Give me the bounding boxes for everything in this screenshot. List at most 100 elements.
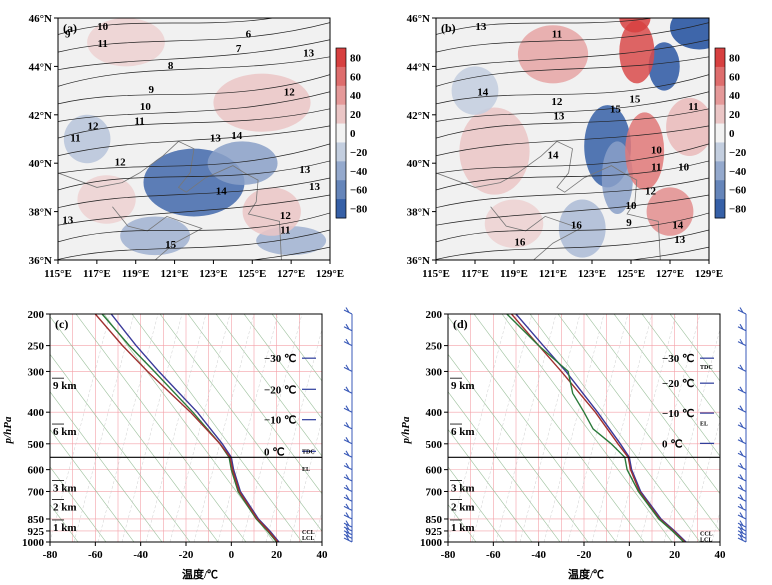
- wind-barb: [737, 450, 747, 458]
- colorbar-frame: [714, 47, 726, 219]
- dry-adiabat: [613, 314, 720, 457]
- height-contour: [58, 91, 330, 122]
- colorbar-tick-label: 20: [729, 109, 741, 121]
- contour-label: 11: [651, 161, 661, 173]
- coastline-shandong: [112, 206, 203, 260]
- x-ticks-b: 115°E 117°E 119°E 121°E 123°E 125°E 127°E 129°E: [422, 260, 723, 280]
- contour-labels-a: 9 10 11 8 9 10 11 12 11 12 13 14 14 67 13 12 13 13 12 11 13 1…: [62, 21, 320, 251]
- mixing-ratio-line: [663, 328, 720, 542]
- isotherm-level-label: −30 ℃: [662, 353, 694, 365]
- sounding-profile: [506, 314, 685, 542]
- x-tick-label: 40: [715, 549, 727, 561]
- y-tick-label: 925: [28, 526, 45, 538]
- colorbar-segment: [715, 48, 725, 68]
- dry-adiabat: [50, 391, 163, 542]
- level-tag: LCL: [700, 537, 712, 543]
- wind-barb: [343, 503, 353, 511]
- dry-adiabat: [386, 314, 392, 542]
- wind-barb: [737, 422, 747, 430]
- x-tick-label: 40: [317, 549, 329, 561]
- wind-barb: [737, 474, 747, 482]
- mixing-ratio-line: [338, 314, 386, 542]
- wind-barb: [737, 535, 747, 543]
- colorbar-tick-label: 60: [729, 71, 741, 83]
- height-contour: [436, 229, 709, 260]
- contour-label: 16: [514, 236, 526, 248]
- isotherm-level-label: 0 ℃: [264, 446, 285, 458]
- mixing-ratio-line: [121, 314, 183, 542]
- colorbar-tick-label: −80: [729, 204, 747, 216]
- dry-adiabat: [585, 314, 720, 495]
- contour-label: 12: [280, 210, 292, 222]
- height-contour: [249, 246, 330, 260]
- colorbar-frame: [335, 47, 347, 219]
- anomaly-center: [558, 199, 606, 258]
- wind-barb: [737, 512, 747, 520]
- height-label: 3 km: [451, 482, 475, 494]
- contour-label: 14: [672, 220, 684, 232]
- dry-adiabat: [131, 314, 303, 542]
- map-frame-b: [435, 17, 710, 261]
- height-contour: [436, 91, 709, 122]
- wind-barb: [737, 462, 747, 471]
- contour-label: 14: [548, 149, 560, 161]
- height-contour: [436, 18, 655, 35]
- mixing-ratio-line: [591, 314, 653, 542]
- height-contour: [58, 22, 330, 53]
- wind-barb: [737, 364, 747, 372]
- height-contour: [436, 125, 709, 157]
- panel-label-d: (d): [453, 317, 468, 331]
- level-tag: CCL: [700, 531, 713, 537]
- x-tick-label: -80: [441, 549, 456, 561]
- x-axis-label-c: 温度/℃: [182, 567, 218, 581]
- wind-barb: [737, 338, 747, 347]
- dry-adiabat: [448, 316, 617, 542]
- panel-label-a: (a): [63, 21, 77, 35]
- contour-label: 11: [688, 101, 698, 113]
- wind-barb: [343, 474, 353, 482]
- y-tick-label: 200: [426, 309, 443, 321]
- y-tick-label: 44°N: [407, 61, 430, 73]
- height-contour: [58, 18, 276, 35]
- wind-barb: [343, 450, 353, 458]
- x-ticks-c: -80 -60 -40 -20 0 20 40: [43, 542, 328, 561]
- contour-label: 10: [140, 101, 152, 113]
- mixing-ratio-line: [543, 314, 605, 542]
- y-ticks-b: 36°N 38°N 40°N 42°N 44°N 46°N: [407, 13, 436, 267]
- coastline-a: [58, 140, 282, 260]
- contour-label: 12: [284, 86, 296, 98]
- contour-label: 13: [674, 234, 686, 246]
- anomaly-center: [648, 42, 680, 91]
- dry-adiabat: [50, 466, 107, 542]
- isotherm-level-label: −10 ℃: [662, 408, 694, 420]
- x-tick-label: -20: [179, 549, 194, 561]
- colorbar-tick-label: 0: [729, 128, 735, 140]
- height-contour: [436, 39, 709, 71]
- contour-label: 13: [62, 215, 74, 227]
- x-tick-label: 125°E: [617, 268, 645, 280]
- contour-label: 10: [626, 200, 638, 212]
- panel-label-c: (c): [55, 317, 68, 331]
- colorbar-tick-label: 80: [350, 52, 362, 64]
- contour-label: 14: [216, 186, 228, 198]
- colorbar-tick-label: −80: [350, 204, 368, 216]
- height-label: 6 km: [53, 426, 77, 438]
- anomaly-center: [619, 18, 651, 33]
- mixing-ratio-line: [169, 314, 231, 542]
- skewt-panel-c: 9 km 6 km 3 km 2 km 1 km −30 ℃ −20 ℃ −10 ℃ 0 ℃ TD…: [2, 307, 386, 581]
- dry-adiabat: [243, 314, 322, 420]
- mixing-ratio-line: [50, 314, 111, 542]
- wind-barb: [343, 531, 353, 539]
- height-contour: [436, 74, 709, 105]
- height-contour: [58, 194, 330, 226]
- anomaly-center: [87, 18, 165, 67]
- x-tick-label: 20: [669, 549, 681, 561]
- mixing-ratio-line: [639, 314, 701, 542]
- colorbar-tick-label: 60: [350, 71, 362, 83]
- x-tick-label: -20: [577, 549, 592, 561]
- y-tick-label: 700: [426, 486, 443, 498]
- isotherm-level-label: −30 ℃: [264, 353, 296, 365]
- contour-label: 9: [65, 28, 71, 40]
- y-tick-label: 44°N: [29, 61, 52, 73]
